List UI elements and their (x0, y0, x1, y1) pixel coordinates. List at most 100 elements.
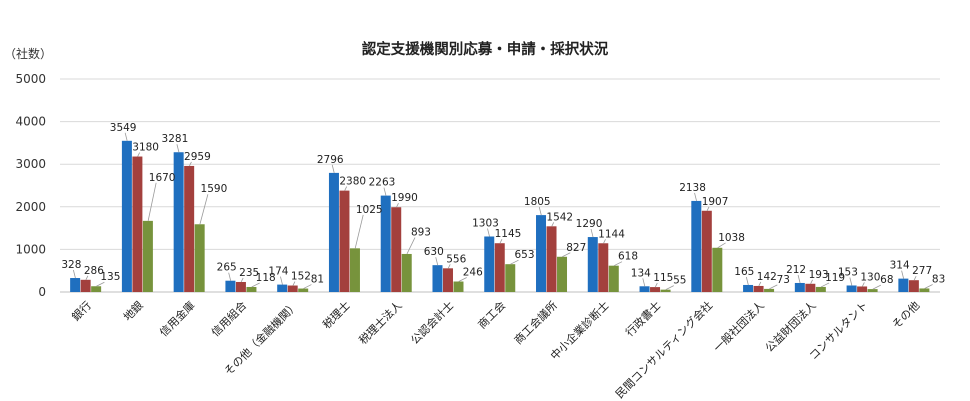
data-label-series-2: 193 (809, 269, 829, 281)
bar-series-2 (546, 226, 557, 292)
leader-line (487, 228, 490, 237)
leader-line (228, 272, 232, 281)
leader-line (435, 257, 439, 266)
leader-line (199, 194, 209, 225)
x-tick-label: 民間コンサルティング会社 (612, 298, 715, 401)
y-axis-ticks: 0 1000 2000 3000 4000 5000 (15, 72, 46, 299)
data-label-series-1: 165 (734, 266, 754, 278)
x-tick-label: 信用金庫 (157, 298, 198, 339)
data-label-series-1: 212 (786, 264, 806, 276)
bar-series-1 (225, 280, 236, 292)
data-label-series-2: 130 (860, 271, 880, 283)
leader-line (603, 239, 606, 244)
bar-series-3 (401, 253, 412, 292)
data-label-series-3: 73 (777, 274, 790, 286)
bar-series-1 (328, 172, 339, 292)
x-tick-label: 信用組合 (208, 298, 249, 339)
data-label-series-1: 3281 (162, 133, 189, 145)
data-label-series-3: 118 (256, 272, 276, 284)
y-tick-label: 1000 (15, 242, 46, 256)
data-label-series-3: 1038 (718, 232, 745, 244)
x-tick-label: 一般社団法人 (710, 298, 767, 355)
bar-series-3 (91, 286, 102, 292)
bar-series-2 (494, 243, 505, 292)
leader-line (745, 276, 749, 286)
data-label-series-3: 83 (932, 273, 945, 285)
data-label-series-3: 55 (673, 275, 686, 287)
leader-line (240, 277, 244, 283)
x-tick-label: 税理士 (320, 298, 353, 331)
bar-series-3 (453, 281, 464, 292)
data-label-series-1: 3549 (110, 122, 137, 134)
chart-title: 認定支援機関別応募・申請・採択状況 (362, 40, 609, 58)
data-label-series-1: 314 (890, 260, 910, 272)
data-label-series-3: 618 (618, 251, 638, 263)
bar-series-3 (867, 289, 878, 292)
bar-series-2 (857, 286, 868, 292)
leader-line (717, 242, 726, 249)
data-label-series-2: 115 (653, 272, 673, 284)
bar-series-2 (598, 243, 609, 292)
bar-series-1 (691, 200, 702, 292)
data-label-series-3: 135 (100, 271, 120, 283)
bar-series-2 (287, 285, 298, 292)
bar-series-2 (701, 210, 712, 292)
bar-series-1 (587, 237, 598, 292)
data-label-series-2: 277 (912, 265, 932, 277)
x-tick-label: 税理士法人 (356, 298, 405, 347)
leader-line (562, 252, 571, 258)
leader-line (872, 284, 882, 290)
leader-line (383, 187, 387, 196)
y-axis-unit-label: （社数） (4, 46, 52, 61)
leader-line (406, 237, 416, 255)
x-tick-label: 地銀 (120, 298, 145, 323)
bar-series-1 (380, 195, 391, 292)
leader-line (354, 214, 364, 249)
bar-series-1 (898, 278, 909, 292)
x-tick-label: その他 (890, 299, 923, 332)
leader-line (849, 277, 853, 286)
bar-series-1 (536, 215, 547, 292)
bar-series-3 (608, 265, 619, 292)
bar-series-3 (142, 220, 153, 292)
leader-line (124, 132, 128, 141)
leader-line (913, 276, 917, 281)
leader-line (280, 276, 283, 285)
bar-series-1 (173, 152, 184, 292)
bar-series-3 (764, 288, 775, 292)
leader-line (396, 203, 399, 208)
bar-series-2 (80, 279, 91, 292)
x-tick-label: 公益財団法人 (762, 298, 819, 355)
leader-line (510, 259, 519, 265)
data-label-series-1: 2796 (317, 154, 344, 166)
leader-line (85, 275, 89, 280)
data-label-series-2: 2959 (184, 151, 211, 163)
data-label-series-3: 68 (880, 274, 893, 286)
bar-series-2 (235, 281, 246, 292)
data-label-series-1: 328 (61, 259, 81, 271)
x-tick-label: 行政書士 (622, 298, 663, 339)
bar-series-1 (639, 286, 650, 292)
leader-line (797, 274, 801, 284)
leader-line (665, 285, 674, 291)
leader-line (447, 264, 451, 269)
data-label-series-1: 1805 (524, 196, 551, 208)
data-label-series-2: 142 (757, 271, 777, 283)
bar-series-2 (650, 287, 661, 292)
data-label-series-2: 556 (446, 253, 466, 265)
leader-line (331, 164, 335, 173)
data-label-series-1: 174 (268, 266, 288, 278)
bar-series-1 (277, 284, 288, 292)
leader-line (613, 261, 623, 267)
data-label-series-2: 1144 (598, 228, 625, 240)
bar-series-3 (298, 288, 309, 292)
y-tick-label: 2000 (15, 200, 46, 214)
bar-series-3 (557, 256, 568, 292)
x-tick-label: 商工会議所 (511, 298, 560, 347)
data-label-series-2: 235 (239, 267, 259, 279)
data-label-series-2: 152 (291, 271, 311, 283)
data-label-series-3: 1670 (149, 172, 176, 184)
gridlines (60, 78, 940, 293)
